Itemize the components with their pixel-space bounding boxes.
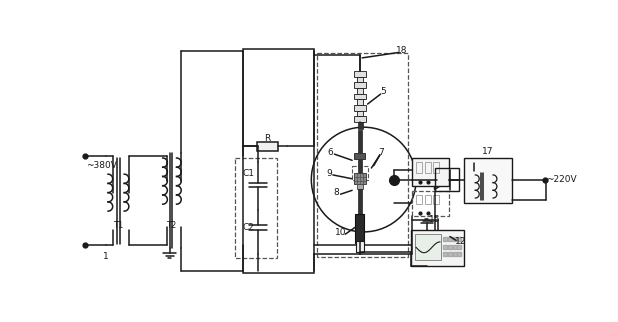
Bar [433,162,439,173]
Text: ~380V: ~380V [87,161,117,170]
Bar [434,168,459,191]
Text: 1: 1 [103,252,109,261]
Bar [412,191,449,216]
Bar [353,71,366,77]
Text: 12: 12 [455,237,467,246]
Bar [353,173,366,184]
Bar [318,52,408,257]
Bar [415,234,441,260]
Text: 15: 15 [429,215,441,224]
Text: C2: C2 [243,223,255,232]
Text: ~220V: ~220V [546,175,577,184]
Bar [357,99,363,105]
Bar [464,158,512,203]
Bar [353,116,366,122]
Bar [357,110,363,116]
Bar [357,88,363,94]
Bar [433,195,439,204]
Polygon shape [434,170,450,190]
Bar [358,129,362,174]
Bar [353,94,366,99]
Bar [358,189,362,216]
Bar [357,77,363,82]
Text: T1: T1 [113,221,123,230]
Text: 10: 10 [335,228,346,237]
Bar [416,195,422,204]
Bar [353,82,366,88]
Bar [355,153,365,159]
Text: 18: 18 [396,46,408,55]
Text: 7: 7 [379,148,384,157]
Bar [425,162,431,173]
Text: 17: 17 [482,147,493,156]
Bar [358,122,363,129]
Text: C1: C1 [243,169,255,178]
Bar [256,142,278,151]
Polygon shape [467,163,474,171]
Text: 8: 8 [334,188,340,197]
Text: R: R [265,134,271,143]
Bar [235,158,277,258]
Bar [416,162,422,173]
Bar [352,166,368,180]
Text: 9: 9 [326,169,332,178]
Bar [243,49,315,273]
Bar [412,230,464,266]
Text: T2: T2 [166,221,176,230]
Bar [357,184,363,189]
Bar [353,105,366,110]
Bar [425,195,431,204]
Bar [355,214,365,243]
Text: 6: 6 [328,148,334,157]
Bar [412,158,449,186]
Text: 5: 5 [380,87,386,96]
Bar [356,241,364,252]
